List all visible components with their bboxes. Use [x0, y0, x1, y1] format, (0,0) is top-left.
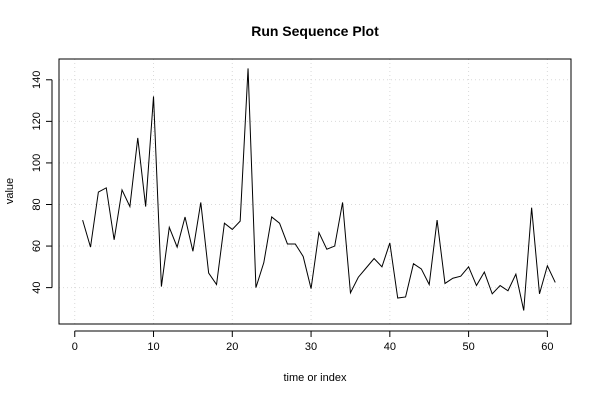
x-tick-label: 0	[72, 341, 78, 353]
series-line	[82, 68, 556, 311]
y-axis-label: value	[4, 178, 16, 204]
x-tick-label: 10	[147, 341, 159, 353]
y-tick-label: 80	[31, 198, 43, 210]
y-tick-label: 120	[31, 112, 43, 130]
x-tick-label: 20	[226, 341, 238, 353]
grid-layer	[59, 59, 571, 324]
x-tick-label: 50	[462, 341, 474, 353]
chart-title: Run Sequence Plot	[251, 23, 379, 39]
x-tick-label: 60	[541, 341, 553, 353]
y-tick-label: 100	[31, 154, 43, 172]
x-axis-label: time or index	[284, 372, 347, 384]
axis-layer: 0 10 20 30 40 50 60 40 60 80 100 120 140	[31, 71, 554, 353]
x-tick-label: 30	[305, 341, 317, 353]
x-tick-label: 40	[384, 341, 396, 353]
series-layer	[82, 68, 556, 311]
y-tick-label: 60	[31, 240, 43, 252]
plot-frame	[58, 58, 572, 325]
y-tick-label: 40	[31, 282, 43, 294]
y-tick-label: 140	[31, 71, 43, 89]
